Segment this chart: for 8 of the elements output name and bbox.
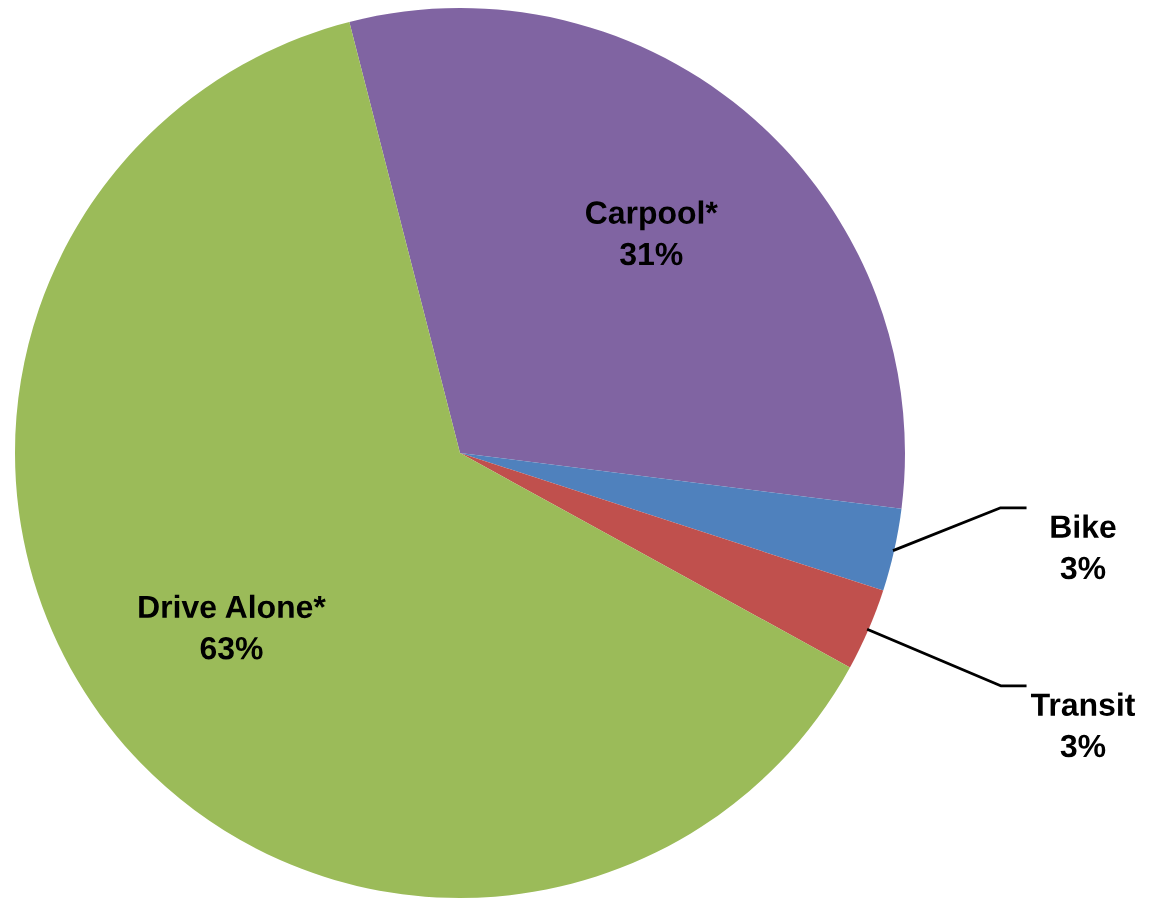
data-label: 3% — [1060, 556, 1106, 580]
data-label: 63% — [200, 636, 263, 660]
slice-label: Carpool* — [586, 200, 718, 231]
slice-label: Drive Alone* — [139, 594, 326, 619]
slice-label: Bike — [1051, 514, 1116, 538]
data-label: 31% — [620, 242, 683, 266]
data-label: 3% — [1060, 734, 1106, 758]
slice-label: Transit — [1030, 692, 1135, 716]
